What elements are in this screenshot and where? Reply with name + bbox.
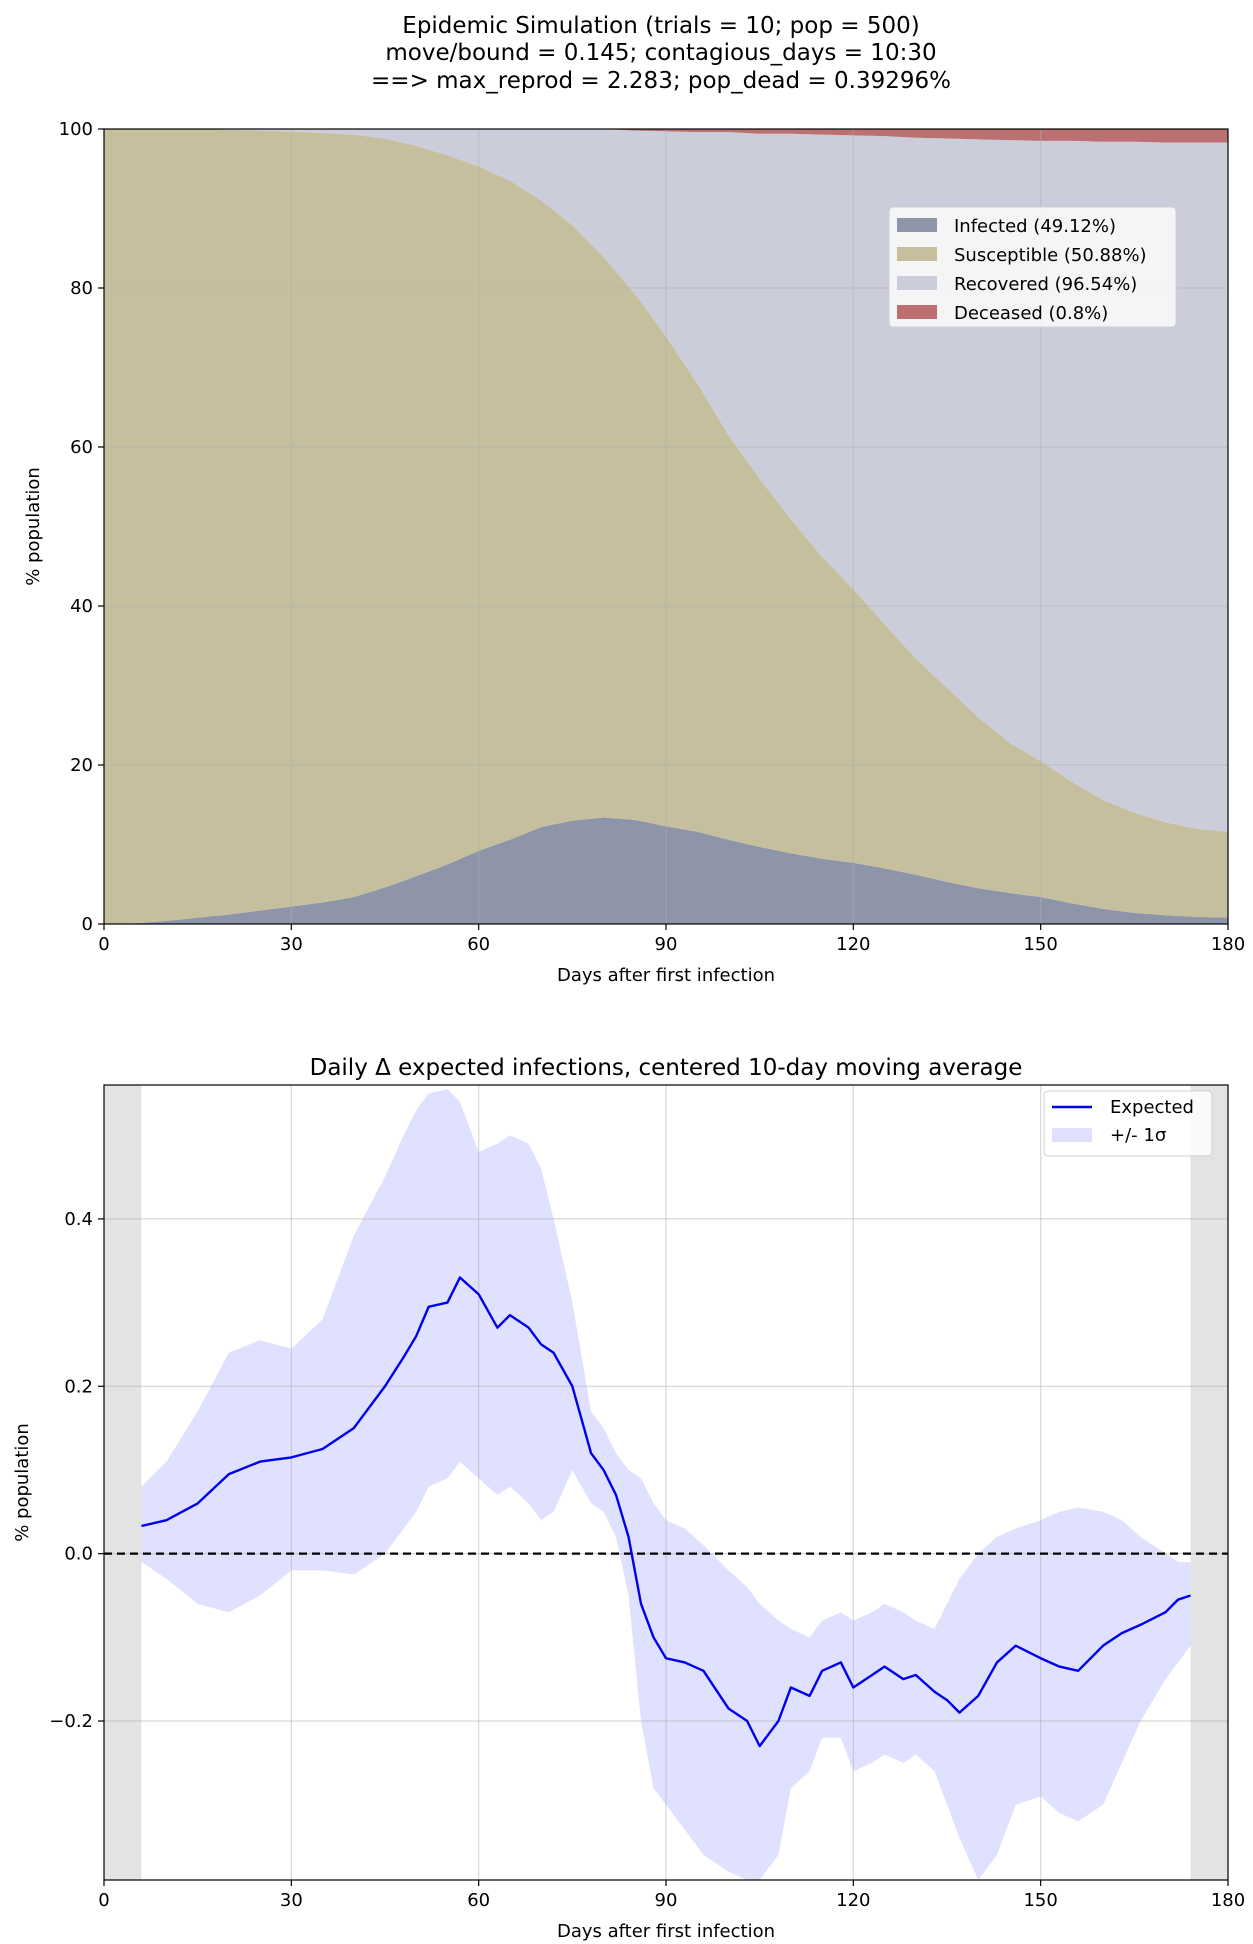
figure-title-line-2: move/bound = 0.145; contagious_days = 10…	[385, 40, 936, 66]
legend-label: Susceptible (50.88%)	[954, 245, 1147, 266]
bottom-chart-title: Daily Δ expected infections, centered 10…	[310, 1055, 1023, 1081]
x-tick-label: 120	[836, 1890, 870, 1911]
shaded-region	[1190, 1085, 1228, 1880]
y-tick-label: 20	[70, 755, 93, 776]
x-tick-label: 30	[280, 934, 303, 955]
x-tick-label: 0	[98, 1890, 109, 1911]
y-tick-label: 0	[82, 914, 93, 935]
shaded-region	[104, 1085, 142, 1880]
x-axis-label: Days after first infection	[557, 1921, 775, 1942]
legend-box	[888, 206, 1177, 328]
x-tick-label: 180	[1211, 934, 1245, 955]
x-tick-label: 150	[1023, 934, 1057, 955]
legend-label: Deceased (0.8%)	[954, 303, 1108, 324]
y-tick-label: 80	[70, 278, 93, 299]
x-axis-label: Days after first infection	[557, 965, 775, 986]
y-tick-label: 0.4	[64, 1209, 93, 1230]
x-tick-label: 120	[836, 934, 870, 955]
y-axis-label: % population	[12, 1423, 33, 1542]
legend-label: Expected	[1110, 1097, 1194, 1118]
y-tick-label: 0.0	[64, 1544, 93, 1565]
sigma-band	[141, 1089, 1191, 1880]
x-tick-label: 180	[1211, 1890, 1245, 1911]
legend-swatch	[897, 305, 937, 319]
y-tick-label: −0.2	[49, 1711, 93, 1732]
legend-label: Recovered (96.54%)	[954, 274, 1137, 295]
expected-line	[141, 1276, 1191, 1748]
x-tick-label: 150	[1023, 1890, 1057, 1911]
x-tick-label: 60	[467, 934, 490, 955]
legend-label: +/- 1σ	[1110, 1125, 1166, 1146]
legend-label: Infected (49.12%)	[954, 216, 1116, 237]
legend-swatch	[897, 247, 937, 261]
figure-title-line-1: Epidemic Simulation (trials = 10; pop = …	[402, 13, 919, 39]
y-tick-label: 100	[59, 119, 93, 140]
x-tick-label: 0	[98, 934, 109, 955]
x-tick-label: 60	[467, 1890, 490, 1911]
legend-swatch	[1052, 1128, 1092, 1142]
top-grid	[104, 129, 1228, 924]
x-tick-label: 90	[655, 1890, 678, 1911]
y-axis-label: % population	[23, 467, 44, 586]
legend-swatch	[897, 218, 937, 232]
top-legend: Infected (49.12%) Susceptible (50.88%) Rec…	[888, 206, 1177, 328]
legend-swatch	[897, 276, 937, 290]
figure-title-line-3: ==> max_reprod = 2.283; pop_dead = 0.392…	[371, 68, 951, 94]
y-tick-label: 0.2	[64, 1376, 93, 1397]
bottom-legend: Expected +/- 1σ	[1043, 1090, 1213, 1157]
y-tick-label: 60	[70, 437, 93, 458]
bottom-line-chart: Daily Δ expected infections, centered 10…	[12, 1055, 1245, 1942]
top-stacked-area-chart: 0 30 60 90 120 150 180 0 20 40 60 80 100 Days after f…	[23, 119, 1245, 986]
y-tick-label: 40	[70, 596, 93, 617]
x-tick-label: 90	[655, 934, 678, 955]
area-deceased	[104, 129, 1228, 143]
x-tick-label: 30	[280, 1890, 303, 1911]
